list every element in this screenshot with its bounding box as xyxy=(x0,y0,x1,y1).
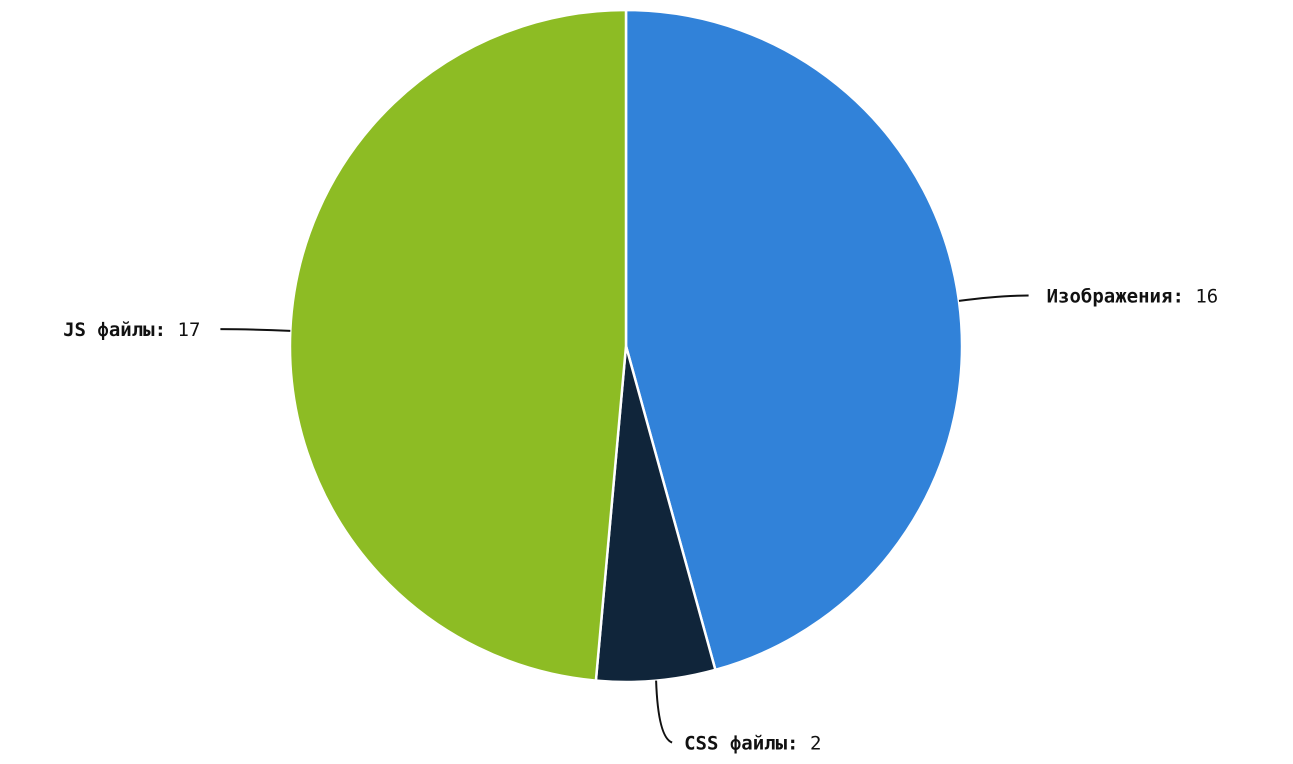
slice-label-0: Изображения: 16 xyxy=(1047,286,1219,308)
slice-label-value: 2 xyxy=(810,733,821,755)
pie-slices xyxy=(288,8,964,684)
leader-line-0 xyxy=(958,294,1029,302)
slice-label-value: 17 xyxy=(178,319,201,341)
slice-label-name: Изображения xyxy=(1047,286,1173,308)
leader-lines xyxy=(220,294,1029,744)
slice-label-name: CSS файлы xyxy=(684,733,788,755)
slice-label-separator: : xyxy=(787,733,810,755)
slice-label-2: JS файлы: 17 xyxy=(63,319,200,341)
slice-labels: Изображения: 16 CSS файлы: 2 JS файлы: 17 xyxy=(63,286,1218,755)
leader-line-2 xyxy=(220,328,291,332)
slice-label-name: JS файлы xyxy=(63,319,155,341)
pie-slice-2[interactable] xyxy=(288,8,628,682)
slice-label-value: 16 xyxy=(1195,286,1218,308)
pie-slice-0[interactable] xyxy=(624,8,964,672)
slice-label-separator: : xyxy=(1172,286,1195,308)
leader-line-1 xyxy=(655,680,673,744)
slice-label-1: CSS файлы: 2 xyxy=(684,733,821,755)
slice-label-separator: : xyxy=(155,319,178,341)
